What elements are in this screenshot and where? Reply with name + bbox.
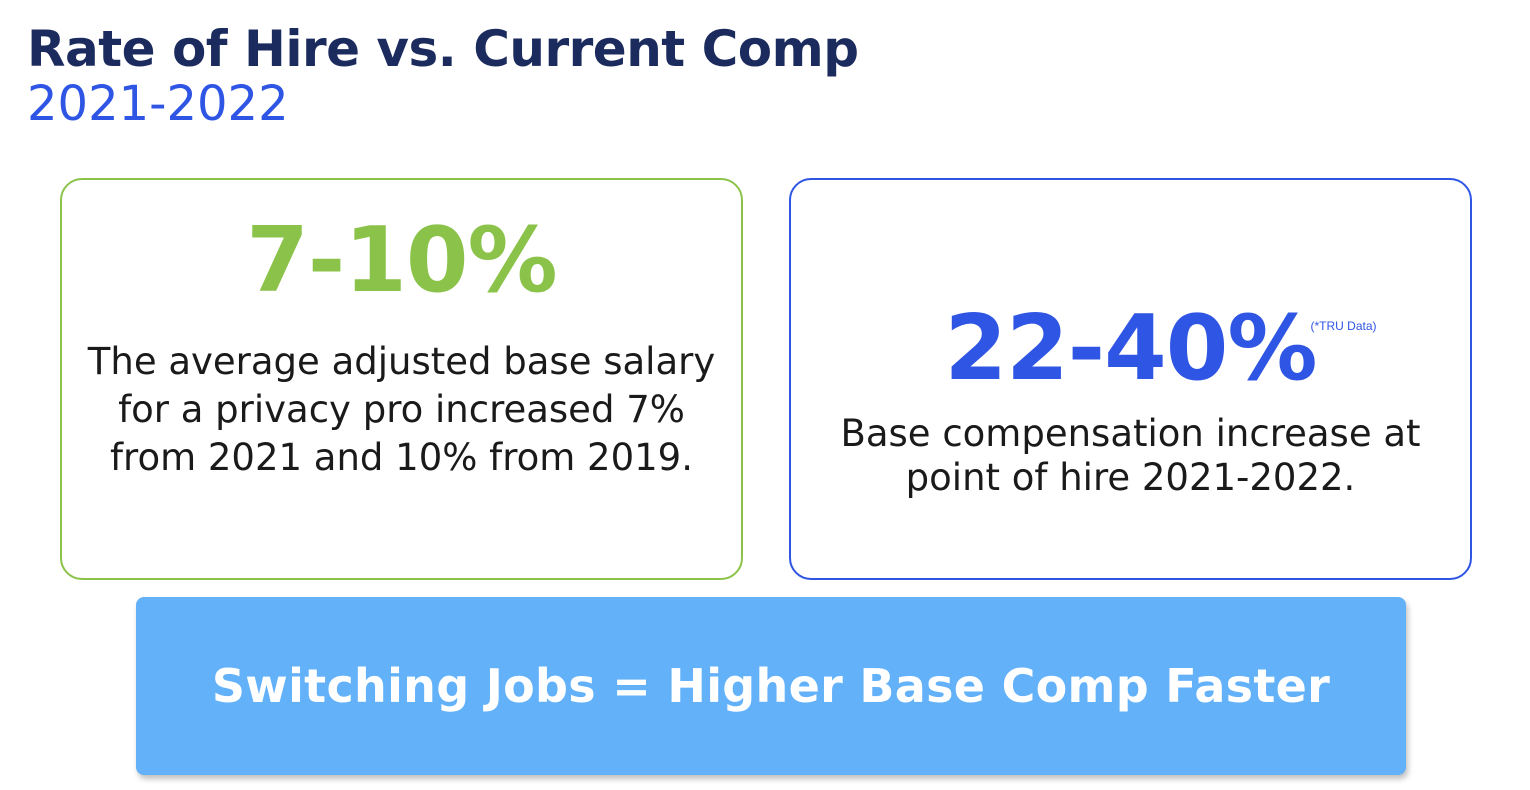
stat-card-salary: 7-10% The average adjusted base salary f… (60, 178, 743, 580)
page-subtitle: 2021-2022 (27, 76, 289, 132)
stat-description-hire: Base compensation increase at point of h… (840, 412, 1421, 499)
stat-value-wrap-hire: 22-40% (*TRU Data) (791, 304, 1470, 394)
stat-value-hire: 22-40% (*TRU Data) (944, 304, 1376, 394)
stat-description-salary: The average adjusted base salary for a p… (87, 340, 716, 479)
source-footnote: (*TRU Data) (1310, 319, 1377, 333)
conclusion-banner: Switching Jobs = Higher Base Comp Faster (136, 597, 1406, 775)
page-title: Rate of Hire vs. Current Comp (27, 20, 859, 78)
stat-value-hire-text: 22-40% (944, 296, 1317, 401)
stat-value-salary: 7-10% (246, 208, 557, 313)
stat-card-hire: 22-40% (*TRU Data) Base compensation inc… (789, 178, 1472, 580)
conclusion-text: Switching Jobs = Higher Base Comp Faster (211, 659, 1331, 713)
